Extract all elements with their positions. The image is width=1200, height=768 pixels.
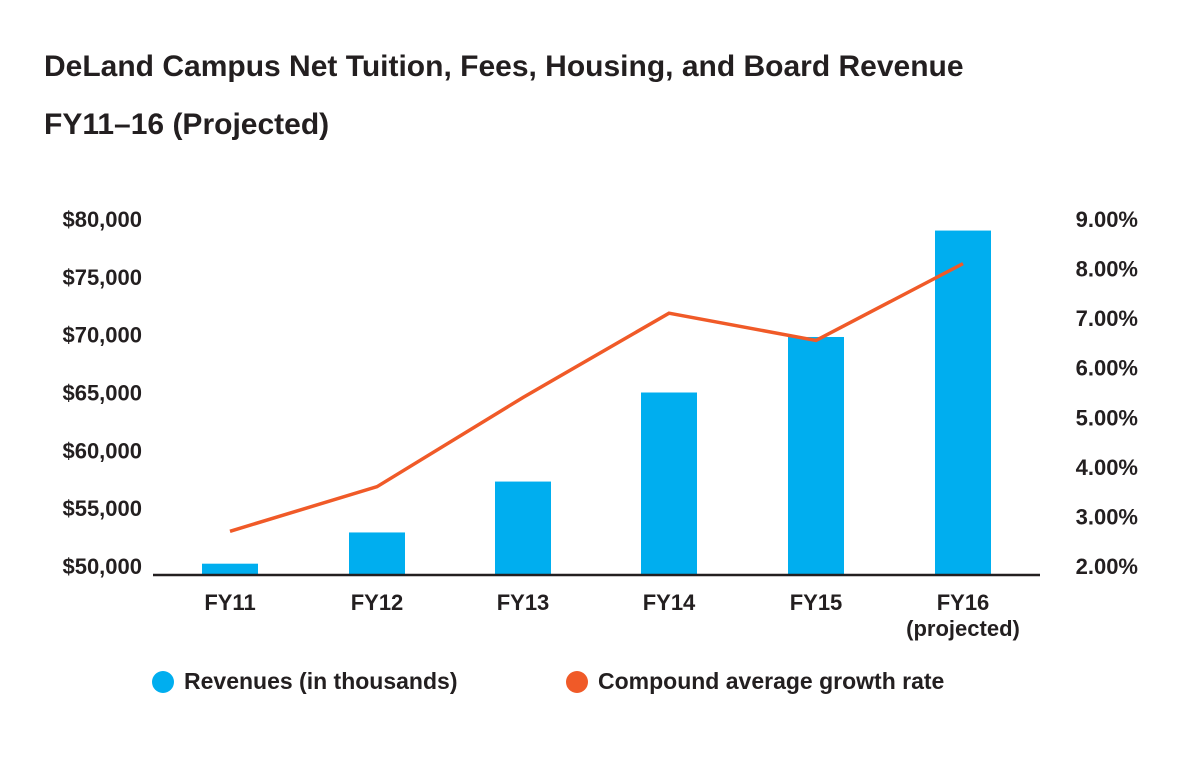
legend-swatch-growth-rate	[566, 670, 588, 693]
right-axis-tick-label: 6.00%	[1076, 356, 1138, 381]
right-axis-tick-label: 5.00%	[1076, 405, 1138, 430]
x-axis-tick-label: FY11	[204, 590, 255, 615]
legend-label-revenues: Revenues (in thousands)	[184, 668, 458, 694]
bar-fy13	[495, 481, 551, 575]
bar-fy14	[641, 392, 697, 575]
left-axis-tick-label: $80,000	[62, 207, 142, 232]
x-axis-tick-label: FY16	[937, 590, 990, 615]
left-axis-tick-label: $60,000	[62, 438, 142, 463]
legend-item-revenues: Revenues (in thousands)	[152, 668, 457, 695]
x-axis-tick-label: FY12	[351, 590, 404, 615]
bar-fy11	[202, 563, 258, 575]
right-axis-tick-label: 8.00%	[1076, 257, 1138, 282]
bar-fy16	[935, 230, 991, 576]
bar-fy15	[788, 336, 844, 575]
chart-subtitle: FY11–16 (Projected)	[44, 108, 330, 141]
legend-item-growth-rate: Compound average growth rate	[566, 668, 944, 695]
right-axis-tick-label: 7.00%	[1076, 306, 1138, 331]
x-axis-tick-label: (projected)	[906, 616, 1020, 641]
right-axis-tick-label: 2.00%	[1076, 554, 1138, 579]
right-axis-tick-label: 4.00%	[1076, 455, 1138, 480]
left-axis-tick-label: $75,000	[62, 265, 142, 290]
growth-rate-line	[229, 262, 964, 533]
right-axis-tick-label: 3.00%	[1076, 504, 1138, 529]
x-axis-tick-label: FY13	[497, 590, 550, 615]
left-axis-tick-label: $65,000	[62, 381, 142, 406]
left-axis-tick-label: $50,000	[62, 554, 142, 579]
right-axis-tick-label: 9.00%	[1076, 207, 1138, 232]
bar-fy12	[349, 532, 405, 575]
left-axis-tick-label: $55,000	[62, 496, 142, 521]
x-axis-tick-label: FY15	[790, 590, 843, 615]
legend-label-growth-rate: Compound average growth rate	[598, 668, 945, 694]
legend-swatch-revenues	[152, 670, 174, 693]
chart-title: DeLand Campus Net Tuition, Fees, Housing…	[44, 50, 964, 83]
x-axis-tick-label: FY14	[643, 590, 696, 615]
left-axis-tick-label: $70,000	[62, 323, 142, 348]
